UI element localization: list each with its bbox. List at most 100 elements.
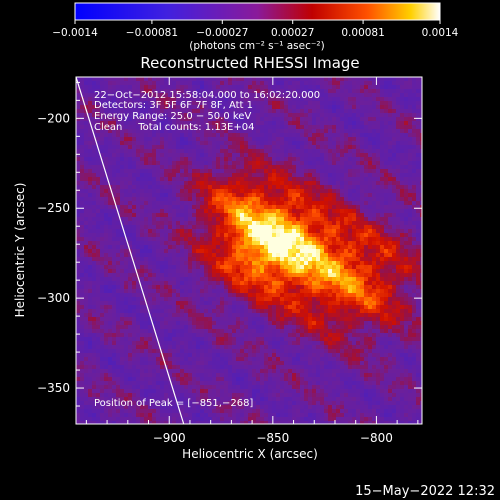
heatmap-cell: [264, 209, 269, 214]
heatmap-cell: [196, 273, 201, 278]
heatmap-cell: [192, 289, 197, 294]
heatmap-cell: [344, 77, 349, 82]
heatmap-cell: [368, 289, 373, 294]
heatmap-cell: [312, 85, 317, 90]
heatmap-cell: [348, 93, 353, 98]
heatmap-cell: [232, 173, 237, 178]
heatmap-cell: [192, 257, 197, 262]
heatmap-cell: [200, 297, 205, 302]
heatmap-cell: [248, 281, 253, 286]
heatmap-cell: [184, 149, 189, 154]
heatmap-cell: [320, 137, 325, 142]
heatmap-cell: [408, 253, 413, 258]
heatmap-cell: [96, 301, 101, 306]
heatmap-cell: [292, 237, 297, 242]
heatmap-cell: [396, 165, 401, 170]
heatmap-cell: [168, 233, 173, 238]
heatmap-cell: [200, 93, 205, 98]
heatmap-cell: [308, 285, 313, 290]
heatmap-cell: [132, 221, 137, 226]
heatmap-cell: [156, 217, 161, 222]
heatmap-cell: [304, 117, 309, 122]
heatmap-cell: [76, 121, 81, 126]
heatmap-cell: [168, 81, 173, 86]
heatmap-cell: [116, 145, 121, 150]
heatmap-cell: [264, 189, 269, 194]
heatmap-cell: [128, 201, 133, 206]
heatmap-cell: [332, 205, 337, 210]
heatmap-cell: [216, 189, 221, 194]
heatmap-cell: [224, 249, 229, 254]
heatmap-cell: [192, 265, 197, 270]
heatmap-cell: [88, 269, 93, 274]
heatmap-cell: [396, 77, 401, 82]
heatmap-cell: [288, 225, 293, 230]
heatmap-cell: [264, 125, 269, 130]
heatmap-cell: [320, 249, 325, 254]
heatmap-cell: [416, 209, 421, 214]
heatmap-cell: [400, 197, 405, 202]
heatmap-cell: [296, 273, 301, 278]
heatmap-cell: [284, 217, 289, 222]
heatmap-cell: [92, 121, 97, 126]
heatmap-cell: [300, 229, 305, 234]
heatmap-cell: [324, 289, 329, 294]
heatmap-cell: [380, 173, 385, 178]
heatmap-cell: [88, 241, 93, 246]
heatmap-cell: [264, 173, 269, 178]
heatmap-cell: [284, 249, 289, 254]
heatmap-cell: [400, 165, 405, 170]
heatmap-cell: [272, 173, 277, 178]
heatmap-cell: [228, 193, 233, 198]
heatmap-cell: [420, 81, 422, 86]
heatmap-cell: [144, 205, 149, 210]
heatmap-cell: [152, 165, 157, 170]
heatmap-cell: [212, 81, 217, 86]
heatmap-cell: [280, 217, 285, 222]
heatmap-cell: [400, 297, 405, 302]
heatmap-cell: [152, 125, 157, 130]
heatmap-cell: [192, 205, 197, 210]
plot-area: −900 −850 −800−200−250−300−350 22−Oct−2012…: [37, 76, 423, 445]
heatmap-cell: [128, 77, 133, 82]
heatmap-cell: [100, 153, 105, 158]
heatmap-cell: [88, 77, 93, 82]
heatmap-cell: [332, 153, 337, 158]
heatmap-cell: [404, 161, 409, 166]
heatmap-cell: [132, 201, 137, 206]
heatmap-cell: [280, 237, 285, 242]
heatmap-cell: [204, 205, 209, 210]
heatmap-cell: [108, 249, 113, 254]
heatmap-cell: [312, 101, 317, 106]
heatmap-cell: [384, 125, 389, 130]
heatmap-cell: [208, 181, 213, 186]
heatmap-cell: [396, 93, 401, 98]
heatmap-cell: [300, 81, 305, 86]
heatmap-cell: [224, 137, 229, 142]
heatmap-cell: [208, 273, 213, 278]
heatmap-cell: [212, 145, 217, 150]
heatmap-cell: [396, 121, 401, 126]
heatmap-cell: [132, 181, 137, 186]
heatmap-cell: [196, 277, 201, 282]
heatmap-cell: [240, 197, 245, 202]
heatmap-cell: [368, 249, 373, 254]
heatmap-cell: [288, 241, 293, 246]
heatmap-cell: [192, 197, 197, 202]
heatmap-cell: [304, 285, 309, 290]
heatmap-cell: [168, 245, 173, 250]
heatmap-cell: [148, 205, 153, 210]
heatmap-cell: [136, 229, 141, 234]
heatmap-cell: [340, 145, 345, 150]
heatmap-cell: [228, 217, 233, 222]
heatmap-cell: [228, 93, 233, 98]
heatmap-cell: [372, 165, 377, 170]
heatmap-cell: [396, 137, 401, 142]
heatmap-cell: [264, 273, 269, 278]
heatmap-cell: [188, 141, 193, 146]
heatmap-cell: [420, 301, 422, 306]
heatmap-cell: [228, 121, 233, 126]
heatmap-cell: [320, 165, 325, 170]
heatmap-cell: [332, 261, 337, 266]
heatmap-cell: [116, 277, 121, 282]
